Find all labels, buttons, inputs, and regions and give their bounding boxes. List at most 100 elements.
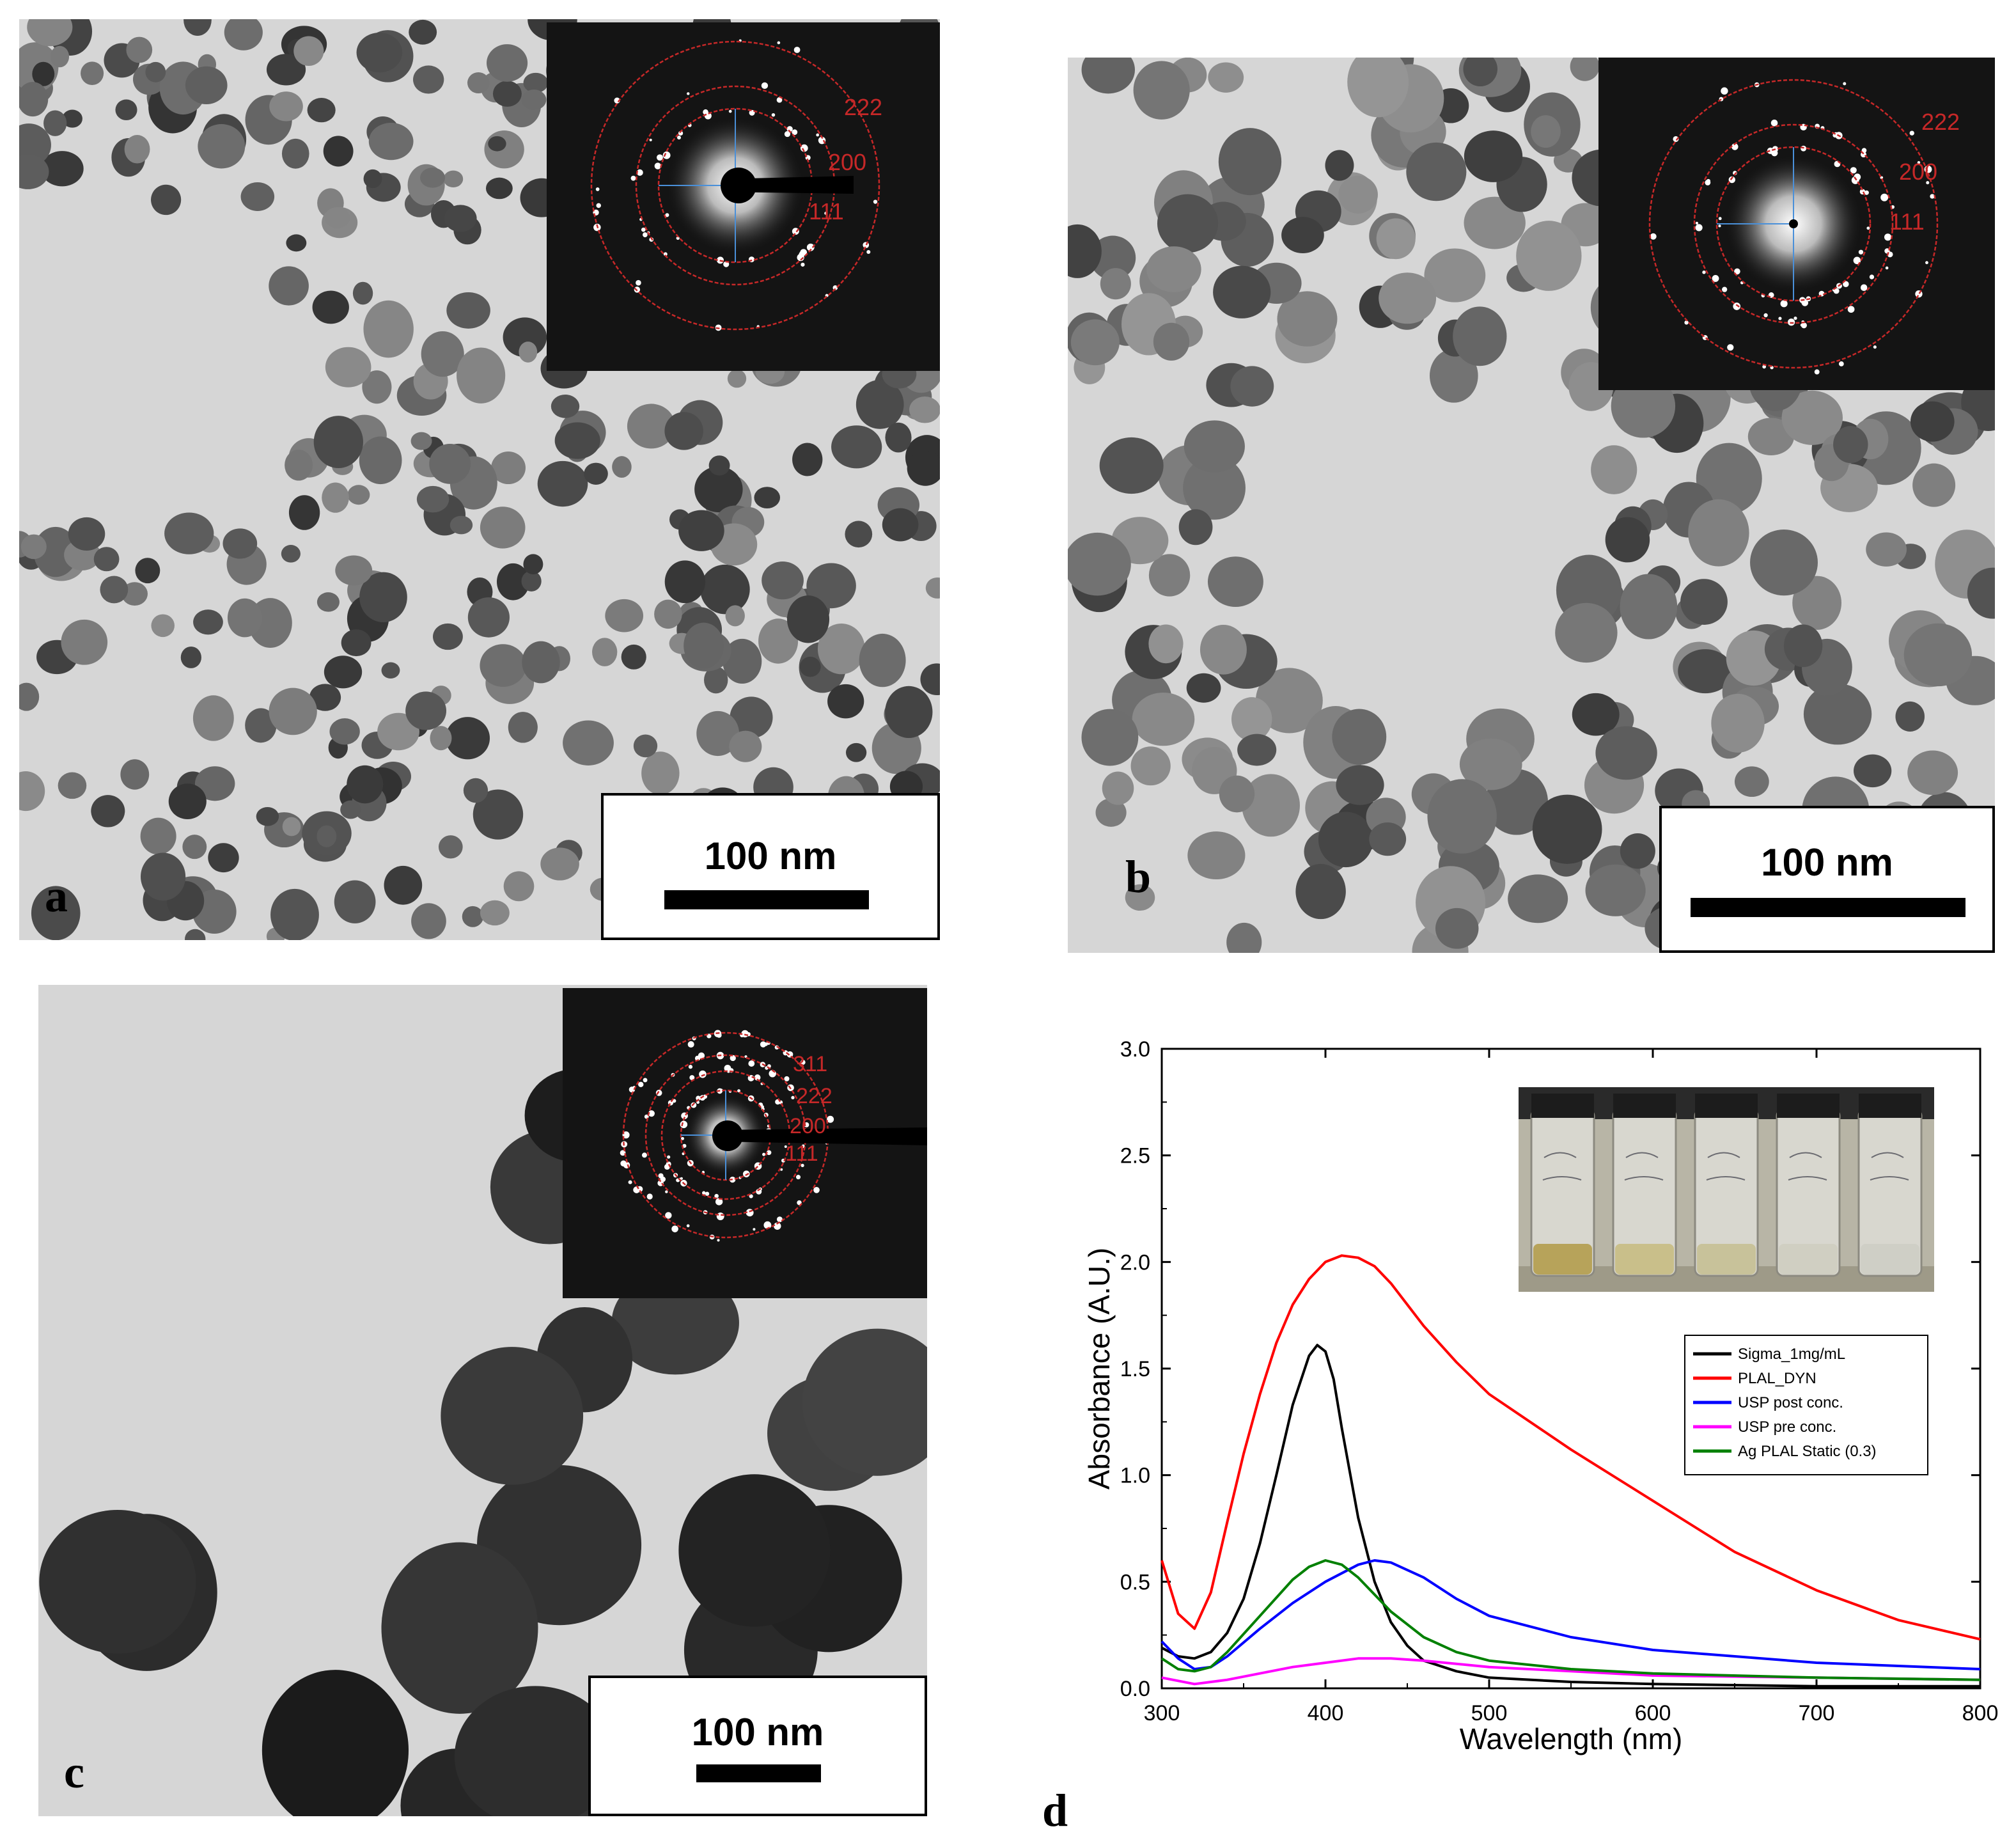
nanoparticle: [641, 751, 680, 795]
nanoparticle: [1532, 794, 1602, 864]
nanoparticle: [368, 123, 414, 161]
nanoparticle: [1555, 602, 1618, 663]
nanoparticle: [845, 521, 873, 548]
legend-label: USP pre conc.: [1738, 1418, 1836, 1436]
nanoparticle: [885, 422, 912, 453]
nanoparticle: [1833, 426, 1868, 464]
nanoparticle: [762, 561, 804, 600]
nanoparticle: [925, 577, 940, 599]
nanoparticle: [627, 404, 675, 449]
nanoparticle: [758, 618, 799, 664]
nanoparticle: [1325, 150, 1354, 181]
nanoparticle: [19, 682, 40, 711]
y-tick-label: 2.5: [1120, 1144, 1150, 1168]
nanoparticle: [419, 168, 446, 188]
nanoparticle: [537, 460, 588, 507]
nanoparticle: [227, 598, 262, 638]
nanoparticle: [729, 730, 762, 762]
nanoparticle: [324, 207, 350, 228]
nanoparticle: [411, 903, 446, 939]
nanoparticle: [1792, 576, 1842, 630]
nanoparticle: [1379, 272, 1437, 324]
nanoparticle: [286, 234, 307, 252]
nanoparticle: [621, 644, 646, 670]
nanoparticle: [245, 708, 277, 743]
nanoparticle: [1332, 709, 1387, 765]
nanoparticle: [121, 582, 148, 606]
nanoparticle: [115, 99, 137, 121]
nanoparticle: [135, 558, 160, 584]
nanoparticle: [806, 563, 856, 609]
nanoparticle: [1081, 709, 1139, 766]
x-tick-label: 700: [1799, 1701, 1835, 1725]
nanoparticle: [1464, 130, 1523, 182]
nanoparticle: [508, 712, 538, 743]
nanoparticle: [1734, 766, 1769, 797]
ring-label-200: 200: [1899, 159, 1938, 185]
nanoparticle: [817, 623, 865, 675]
nanoparticle: [1750, 529, 1818, 596]
nanoparticle: [1424, 248, 1486, 302]
nanoparticle: [281, 138, 309, 169]
nanoparticle: [1338, 175, 1378, 214]
nanoparticle: [1130, 746, 1171, 786]
nanoparticle: [405, 691, 447, 730]
nanoparticle: [1148, 554, 1191, 597]
nanoparticle: [19, 82, 49, 117]
nanoparticle: [633, 734, 658, 758]
nanoparticle: [1572, 693, 1620, 736]
nanoparticle: [293, 36, 324, 66]
nanoparticle: [605, 599, 644, 632]
nanoparticle: [359, 436, 402, 485]
nanoparticle: [1090, 235, 1136, 280]
nanoparticle: [1178, 509, 1213, 546]
nanoparticle: [1237, 734, 1277, 766]
nanoparticle: [421, 331, 464, 377]
nanoparticle: [704, 666, 728, 694]
nanoparticle: [678, 1474, 831, 1627]
nanoparticle: [269, 91, 303, 122]
nanoparticle: [725, 605, 745, 627]
nanoparticle: [727, 369, 747, 388]
nanoparticle: [347, 485, 370, 505]
nanoparticle: [1213, 265, 1271, 318]
nanoparticle: [1281, 217, 1324, 253]
nanoparticle: [467, 72, 490, 94]
nanoparticle: [708, 455, 730, 476]
nanoparticle: [430, 726, 452, 751]
nanoparticle: [491, 451, 526, 485]
nanoparticle: [521, 90, 547, 111]
nanoparticle: [223, 528, 258, 559]
ring-label-222: 222: [796, 1084, 832, 1108]
nanoparticle: [802, 1328, 927, 1476]
nanoparticle: [1429, 349, 1478, 403]
nanoparticle: [540, 847, 579, 881]
nanoparticle: [313, 416, 363, 469]
nanoparticle: [329, 718, 360, 745]
nanoparticle: [323, 136, 354, 167]
nanoparticle: [523, 72, 549, 93]
legend-label: Ag PLAL Static (0.3): [1738, 1443, 1877, 1460]
nanoparticle: [1218, 128, 1282, 196]
nanoparticle: [1153, 322, 1190, 361]
nanoparticle: [347, 765, 384, 804]
nanoparticle: [194, 766, 235, 801]
x-tick-label: 800: [1962, 1701, 1999, 1725]
nanoparticle: [31, 886, 81, 940]
nanoparticle: [445, 717, 490, 760]
nanoparticle: [584, 462, 608, 485]
nanoparticle: [664, 412, 703, 450]
nanoparticle: [262, 1670, 409, 1816]
nanoparticle: [554, 422, 600, 459]
nanoparticle: [164, 512, 214, 554]
nanoparticle: [1895, 701, 1925, 732]
nanoparticle: [19, 154, 49, 189]
nanoparticle: [457, 347, 506, 404]
series-line-4: [1160, 1559, 1981, 1681]
nanoparticle: [503, 871, 535, 902]
tem-panel-c: 311 222 200 111 100 nm c: [38, 985, 927, 1816]
nanoparticle: [140, 852, 186, 901]
nanoparticle: [612, 456, 632, 478]
saed-inset-b: 222 200 111: [1598, 58, 1995, 390]
nanoparticle: [1187, 831, 1246, 880]
